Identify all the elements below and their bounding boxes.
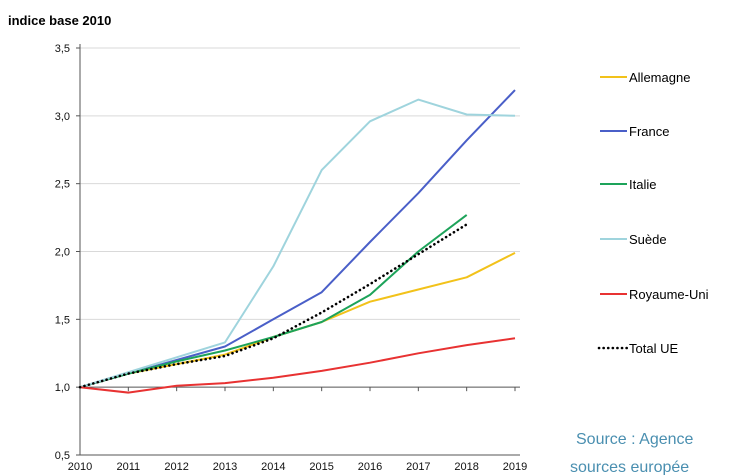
gridlines bbox=[80, 47, 520, 320]
x-tick-label: 2015 bbox=[309, 461, 333, 473]
x-tick-label: 2019 bbox=[503, 461, 527, 473]
x-tick-label: 2014 bbox=[261, 461, 285, 473]
x-tick-label: 2011 bbox=[117, 461, 141, 473]
legend: Allemagne France Italie Suède Royaume-Uni Tot… bbox=[597, 70, 709, 356]
y-tick-label: 2,0 bbox=[55, 247, 70, 259]
legend-label: Royaume-Uni bbox=[629, 287, 709, 302]
y-tick-label: 3,0 bbox=[55, 111, 70, 123]
series-line-france bbox=[79, 89, 516, 389]
legend-label: Allemagne bbox=[629, 70, 690, 85]
legend-label: Italie bbox=[629, 177, 656, 192]
x-tick-label: 2012 bbox=[164, 461, 188, 473]
x-tick-label: 2016 bbox=[358, 461, 382, 473]
y-axis-ticks: 0,5 1,0 1,5 2,0 2,5 3,0 3,5 bbox=[55, 43, 70, 462]
series-line-total-ue bbox=[78, 223, 469, 389]
series-lines bbox=[78, 89, 516, 394]
legend-label: Total UE bbox=[629, 341, 678, 356]
y-tick-label: 2,5 bbox=[55, 179, 70, 191]
axes bbox=[76, 44, 520, 456]
y-tick-label: 1,5 bbox=[55, 314, 70, 326]
series-line-royaume-uni bbox=[79, 337, 516, 394]
legend-label: France bbox=[629, 124, 669, 139]
x-tick-label: 2018 bbox=[454, 461, 478, 473]
y-axis-label: indice base 2010 bbox=[8, 13, 111, 28]
y-tick-label: 1,0 bbox=[55, 382, 70, 394]
y-tick-label: 3,5 bbox=[55, 43, 70, 55]
y-tick-label: 0,5 bbox=[55, 450, 70, 462]
x-tick-label: 2017 bbox=[406, 461, 430, 473]
x-tick-label: 2010 bbox=[68, 461, 92, 473]
x-axis-ticks: 2010 2011 2012 2013 2014 2015 2016 2017 2018 2019 bbox=[68, 461, 527, 473]
source-note-line-1: Source : Agence bbox=[576, 431, 694, 448]
legend-label: Suède bbox=[629, 232, 667, 247]
source-note-line-2: sources europée bbox=[570, 459, 689, 475]
series-line-su-de bbox=[79, 98, 516, 389]
series-line-italie bbox=[79, 214, 468, 389]
x-tick-label: 2013 bbox=[213, 461, 237, 473]
